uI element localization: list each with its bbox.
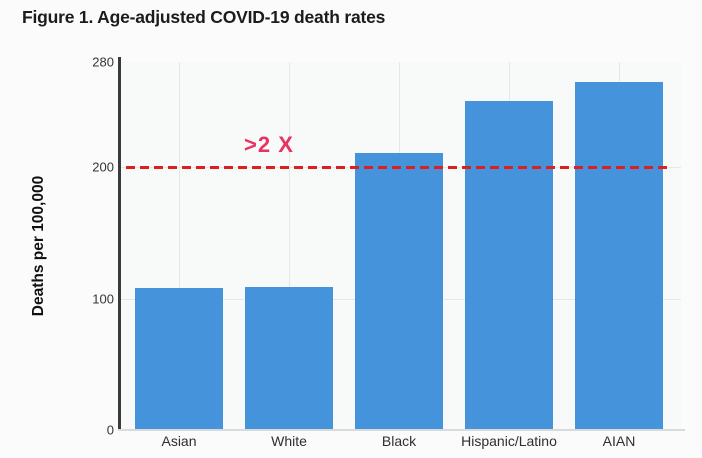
vertical-gridline (178, 62, 180, 430)
bar-black (355, 153, 443, 430)
x-tick-label: Asian (161, 433, 197, 449)
y-tick-label: 200 (92, 159, 114, 175)
bar-hispanic-latino (465, 101, 553, 430)
y-tick-label: 100 (92, 291, 114, 307)
reference-line (126, 166, 668, 169)
y-axis-line (118, 57, 121, 430)
x-tick-label: Hispanic/Latino (461, 433, 557, 449)
y-tick-label: 280 (92, 54, 114, 70)
bar-asian (135, 288, 223, 430)
vertical-gridline (288, 62, 290, 430)
bar-aian (575, 82, 663, 430)
x-tick-label: AIAN (602, 433, 636, 449)
x-tick-label: Black (381, 433, 417, 449)
x-axis-line (118, 429, 685, 431)
x-tick-label: White (271, 433, 307, 449)
plot-area: >2 X (120, 62, 681, 430)
figure-title: Figure 1. Age-adjusted COVID-19 death ra… (22, 7, 386, 27)
reference-annotation: >2 X (244, 132, 294, 157)
bar-white (245, 287, 333, 430)
y-tick-label: 0 (106, 422, 114, 438)
